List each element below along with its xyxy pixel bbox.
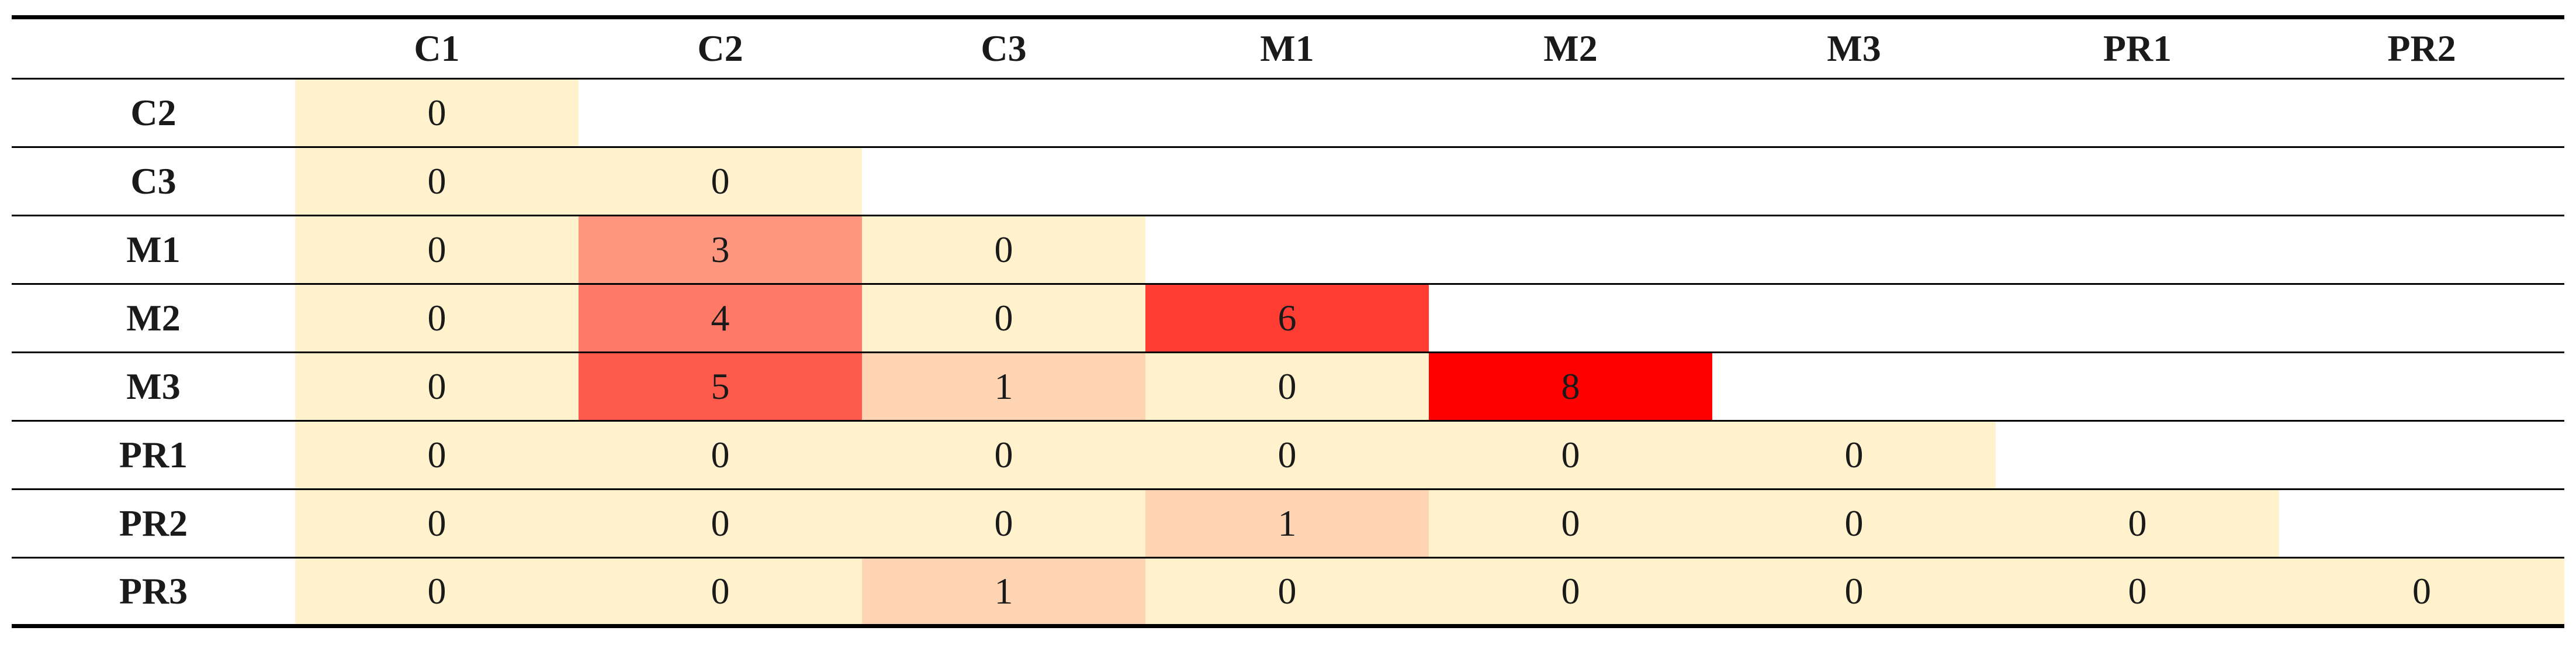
- heatmap-cell: 6: [1145, 283, 1429, 353]
- heatmap-cell: 1: [862, 557, 1145, 628]
- heatmap-cell: 0: [295, 283, 579, 353]
- heatmap-cell: 8: [1429, 351, 1712, 421]
- heatmap-cell: 0: [1145, 420, 1429, 490]
- empty-cell: [2279, 488, 2564, 558]
- heatmap-cell: 0: [295, 351, 579, 421]
- heatmap-cell: 0: [1429, 488, 1712, 558]
- heatmap-cell: 0: [1145, 351, 1429, 421]
- heatmap-cell: 0: [862, 420, 1145, 490]
- empty-cell: [1712, 146, 1996, 216]
- heatmap-cell: 0: [295, 420, 579, 490]
- empty-cell: [2279, 420, 2564, 490]
- heatmap-cell: 0: [1996, 488, 2279, 558]
- empty-cell: [1712, 283, 1996, 353]
- empty-cell: [2279, 351, 2564, 421]
- heatmap-body: C2 0 C3 0 0 M1 0 3 0 M2 0 4 0 6 M3 0 5 1 0 8 PR1 0 0 0 0 0 0 PR2 0 0 0…: [12, 78, 2564, 628]
- table-row: C2 0: [12, 78, 2564, 147]
- heatmap-cell: 0: [579, 557, 862, 628]
- heatmap-cell: 3: [579, 215, 862, 284]
- empty-cell: [862, 78, 1145, 147]
- empty-cell: [1145, 215, 1429, 284]
- heatmap-cell: 0: [1712, 420, 1996, 490]
- table-row: M2 0 4 0 6: [12, 283, 2564, 353]
- empty-cell: [2279, 215, 2564, 284]
- empty-cell: [1712, 215, 1996, 284]
- heatmap-cell: 0: [295, 215, 579, 284]
- heatmap-cell: 0: [579, 488, 862, 558]
- row-header-pr1: PR1: [12, 420, 295, 490]
- column-header-m3: M3: [1712, 15, 1996, 80]
- empty-cell: [1996, 215, 2279, 284]
- table-row: M3 0 5 1 0 8: [12, 351, 2564, 421]
- table-row: PR1 0 0 0 0 0 0: [12, 420, 2564, 490]
- table-row: M1 0 3 0: [12, 215, 2564, 284]
- column-header-c2: C2: [579, 15, 862, 80]
- corner-cell: [12, 15, 295, 80]
- empty-cell: [1145, 146, 1429, 216]
- column-header-m2: M2: [1429, 15, 1712, 80]
- empty-cell: [2279, 283, 2564, 353]
- empty-cell: [1429, 215, 1712, 284]
- heatmap-cell: 1: [862, 351, 1145, 421]
- table-row: C3 0 0: [12, 146, 2564, 216]
- empty-cell: [2279, 78, 2564, 147]
- heatmap-cell: 0: [295, 488, 579, 558]
- empty-cell: [579, 78, 862, 147]
- heatmap-cell: 0: [579, 420, 862, 490]
- heatmap-cell: 0: [1429, 420, 1712, 490]
- heatmap-table: C1 C2 C3 M1 M2 M3 PR1 PR2 C2 0 C3 0 0 M1 0 3 0 M2…: [12, 15, 2564, 628]
- row-header-c2: C2: [12, 78, 295, 147]
- heatmap-cell: 0: [2279, 557, 2564, 628]
- heatmap-cell: 0: [295, 78, 579, 147]
- heatmap-cell: 5: [579, 351, 862, 421]
- row-header-pr2: PR2: [12, 488, 295, 558]
- empty-cell: [1145, 78, 1429, 147]
- empty-cell: [1429, 283, 1712, 353]
- column-header-m1: M1: [1145, 15, 1429, 80]
- column-header-c3: C3: [862, 15, 1145, 80]
- column-header-pr1: PR1: [1996, 15, 2279, 80]
- heatmap-cell: 0: [862, 215, 1145, 284]
- heatmap-cell: 0: [1712, 557, 1996, 628]
- row-header-m2: M2: [12, 283, 295, 353]
- heatmap-cell: 0: [295, 146, 579, 216]
- heatmap-cell: 0: [1145, 557, 1429, 628]
- empty-cell: [1996, 351, 2279, 421]
- table-row: PR2 0 0 0 1 0 0 0: [12, 488, 2564, 558]
- heatmap-cell: 0: [295, 557, 579, 628]
- empty-cell: [862, 146, 1145, 216]
- heatmap-cell: 4: [579, 283, 862, 353]
- empty-cell: [1429, 78, 1712, 147]
- row-header-m3: M3: [12, 351, 295, 421]
- heatmap-cell: 0: [862, 283, 1145, 353]
- row-header-m1: M1: [12, 215, 295, 284]
- empty-cell: [1996, 146, 2279, 216]
- table-row: PR3 0 0 1 0 0 0 0 0: [12, 557, 2564, 628]
- empty-cell: [1429, 146, 1712, 216]
- empty-cell: [1996, 283, 2279, 353]
- heatmap-cell: 1: [1145, 488, 1429, 558]
- column-header-pr2: PR2: [2279, 15, 2564, 80]
- heatmap-cell: 0: [1712, 488, 1996, 558]
- heatmap-cell: 0: [1429, 557, 1712, 628]
- empty-cell: [1712, 78, 1996, 147]
- empty-cell: [2279, 146, 2564, 216]
- row-header-pr3: PR3: [12, 557, 295, 628]
- empty-cell: [1712, 351, 1996, 421]
- header-row: C1 C2 C3 M1 M2 M3 PR1 PR2: [12, 15, 2564, 80]
- heatmap-cell: 0: [579, 146, 862, 216]
- column-header-c1: C1: [295, 15, 579, 80]
- row-header-c3: C3: [12, 146, 295, 216]
- empty-cell: [1996, 420, 2279, 490]
- empty-cell: [1996, 78, 2279, 147]
- heatmap-cell: 0: [862, 488, 1145, 558]
- heatmap-cell: 0: [1996, 557, 2279, 628]
